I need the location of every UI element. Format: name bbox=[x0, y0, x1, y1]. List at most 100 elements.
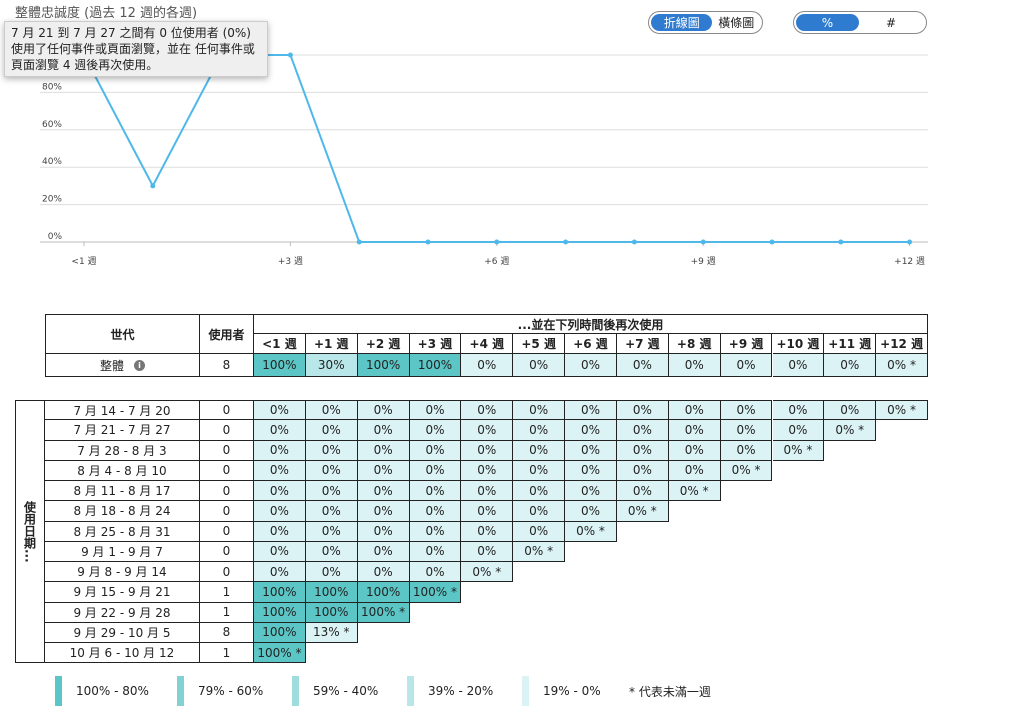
data-point bbox=[838, 239, 844, 245]
cohort-cell: 0% bbox=[513, 481, 566, 502]
bar-chart-option[interactable]: 橫條圖 bbox=[718, 16, 755, 30]
chart-type-toggle[interactable]: 折線圖 橫條圖 bbox=[648, 11, 763, 34]
data-point bbox=[700, 239, 706, 245]
y-tick-label: 80% bbox=[42, 82, 62, 92]
cohort-cell: 0% bbox=[616, 460, 669, 481]
cohort-cell-text: 0% bbox=[580, 463, 601, 478]
cohort-cell-text: 100% bbox=[314, 584, 349, 599]
cohort-label: 9 月 15 - 9 月 21 bbox=[45, 582, 200, 603]
cohort-users-text: 1 bbox=[222, 584, 231, 599]
cohort-cell: 0% bbox=[461, 400, 514, 421]
cohort-cell-text: 100% * bbox=[361, 605, 406, 620]
cohort-cell-text: 0% bbox=[736, 422, 756, 437]
cohort-cell: 0% bbox=[409, 400, 462, 421]
overall-cell: 100% bbox=[409, 354, 462, 377]
cohort-cell-text: 0% bbox=[477, 403, 497, 418]
legend-swatch bbox=[407, 676, 414, 706]
header-week: +5 週 bbox=[513, 334, 566, 354]
y-tick-label: 20% bbox=[42, 195, 62, 205]
cohort-cell: 0% bbox=[461, 420, 514, 441]
cohort-cell-text: 0% bbox=[373, 483, 393, 498]
cohort-cell: 0% bbox=[305, 501, 358, 522]
legend-swatch bbox=[177, 676, 184, 706]
cohort-label-text: 7 月 21 - 7 月 27 bbox=[73, 423, 171, 438]
cohort-cell: 0% bbox=[409, 562, 462, 583]
legend-label: 39% - 20% bbox=[428, 684, 494, 698]
unit-toggle[interactable]: % # bbox=[793, 11, 927, 34]
cohort-cell-text: 0% bbox=[580, 483, 601, 498]
line-chart-option[interactable]: 折線圖 bbox=[651, 14, 713, 31]
cohort-cell-text: 0% bbox=[736, 443, 756, 458]
cohort-cell-text: 0% bbox=[736, 403, 756, 418]
cohort-cell-text: 0% bbox=[321, 403, 341, 418]
data-point bbox=[356, 239, 362, 245]
header-week: +12 週 bbox=[876, 334, 929, 354]
data-point bbox=[425, 239, 431, 245]
overall-cell: 100% bbox=[254, 354, 306, 377]
cohort-cell: 100% bbox=[305, 602, 358, 623]
header-users: 使用者 bbox=[200, 314, 254, 354]
cohort-cell-text: 0% bbox=[269, 463, 289, 478]
header-cohort: 世代 bbox=[45, 314, 200, 354]
cohort-cell-text: 0% bbox=[425, 544, 445, 559]
cohort-users-text: 0 bbox=[222, 503, 231, 518]
cohort-label-text: 8 月 11 - 8 月 17 bbox=[73, 484, 171, 499]
cohort-cell: 0% bbox=[772, 400, 825, 421]
header-week-text: +9 週 bbox=[728, 337, 764, 351]
header-week-text: +2 週 bbox=[365, 337, 401, 351]
header-week: +6 週 bbox=[565, 334, 617, 354]
overall-cell-text: 100% bbox=[365, 358, 401, 372]
cohort-cell-text: 0% bbox=[321, 443, 341, 458]
legend-item: 19% - 0% bbox=[522, 676, 601, 706]
header-cohort-text: 世代 bbox=[110, 327, 135, 342]
cohort-label-text: 8 月 18 - 8 月 24 bbox=[73, 504, 171, 519]
overall-cell-text: 0% bbox=[529, 358, 549, 372]
cohort-label-text: 8 月 25 - 8 月 31 bbox=[73, 524, 171, 539]
cohort-cell-text: 0% bbox=[425, 403, 445, 418]
cohort-cell-text: 0% bbox=[580, 443, 601, 458]
cohort-cell-text: 0% bbox=[269, 544, 289, 559]
cohort-cell: 0% bbox=[254, 562, 306, 583]
cohort-cell-text: 0% bbox=[373, 403, 393, 418]
overall-cell: 0% bbox=[461, 354, 514, 377]
y-tick-label: 0% bbox=[48, 232, 63, 242]
info-icon[interactable]: i bbox=[134, 359, 145, 371]
overall-label: 整體 i bbox=[45, 354, 200, 377]
cohort-cell: 0% bbox=[513, 400, 566, 421]
cohort-users-text: 8 bbox=[222, 625, 231, 640]
cohort-cell: 0% bbox=[357, 562, 410, 583]
cohort-users-text: 0 bbox=[222, 422, 231, 437]
side-label-cell: 使用日期... bbox=[15, 400, 45, 664]
legend-item: 100% - 80% bbox=[55, 676, 149, 706]
header-week: +4 週 bbox=[461, 334, 514, 354]
cohort-cell: 0% bbox=[409, 501, 462, 522]
overall-cell: 100% bbox=[357, 354, 410, 377]
cohort-cell: 0% bbox=[357, 420, 410, 441]
cohort-cell: 13% * bbox=[305, 622, 358, 643]
cohort-cell: 0% bbox=[357, 440, 410, 461]
data-point bbox=[563, 239, 569, 245]
percent-option[interactable]: % bbox=[796, 14, 859, 31]
overall-label-text: 整體 bbox=[99, 358, 124, 373]
cohort-cell: 0% bbox=[461, 481, 514, 502]
cohort-cell-text: 0% bbox=[425, 463, 445, 478]
header-week-text: +11 週 bbox=[828, 337, 872, 351]
cohort-cell-text: 0% bbox=[684, 443, 704, 458]
cohort-cell-text: 0% bbox=[632, 443, 652, 458]
cohort-cell: 0% bbox=[254, 460, 306, 481]
cohort-cell: 0% bbox=[461, 440, 514, 461]
cohort-cell-text: 0% bbox=[684, 463, 704, 478]
cohort-cell-text: 0% * bbox=[472, 564, 502, 579]
cohort-cell-text: 0% * bbox=[783, 443, 813, 458]
cohort-label: 9 月 1 - 9 月 7 bbox=[45, 541, 200, 562]
data-point bbox=[150, 183, 156, 189]
overall-cell: 0% bbox=[616, 354, 669, 377]
cohort-users-text: 0 bbox=[222, 544, 231, 559]
count-option[interactable]: # bbox=[885, 15, 897, 30]
legend-item: 59% - 40% bbox=[292, 676, 378, 706]
cohort-cell-text: 0% bbox=[269, 403, 289, 418]
series-line bbox=[83, 54, 910, 243]
overall-users-text: 8 bbox=[222, 358, 231, 372]
overall-cell-text: 0% bbox=[684, 358, 704, 372]
overall-cell: 0% * bbox=[876, 354, 929, 377]
